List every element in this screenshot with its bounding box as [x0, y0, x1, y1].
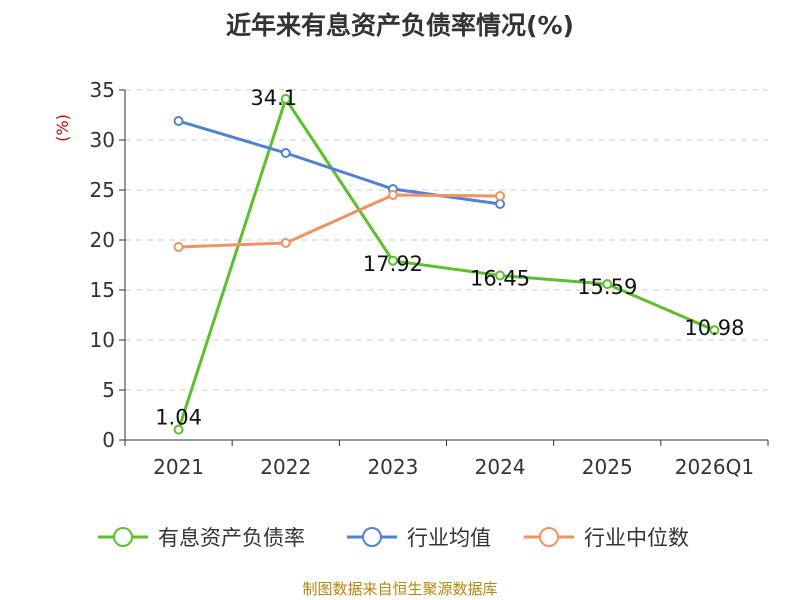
x-tick-label: 2021 [153, 455, 204, 479]
legend: 有息资产负债率 行业均值 行业中位数 [98, 526, 689, 550]
data-point [387, 255, 398, 266]
data-point [495, 199, 506, 209]
legend-marker [113, 527, 133, 547]
y-axis-unit: (%) [53, 114, 72, 142]
y-tick-label: 15 [90, 278, 115, 302]
series-line-1 [177, 97, 716, 431]
legend-marker [539, 527, 559, 547]
legend-item-2: 行业均值 [347, 526, 491, 550]
y-tick-label: 20 [90, 228, 115, 252]
legend-item-3: 行业中位数 [524, 526, 689, 550]
data-label: 34.1 [250, 86, 297, 110]
data-point [173, 242, 184, 252]
series-line-3 [178, 193, 501, 249]
grid-lines [125, 89, 768, 391]
series-layer [173, 94, 720, 435]
data-point [280, 94, 291, 104]
y-tick-label: 35 [90, 78, 115, 102]
x-tick-label: 2025 [582, 455, 633, 479]
data-point [495, 191, 506, 201]
x-tick-label: 2024 [475, 455, 526, 479]
data-point [709, 325, 720, 336]
data-label: 15.59 [577, 275, 637, 299]
data-labels: 1.04 34.1 17.92 16.45 15.59 10.98 [155, 86, 744, 430]
data-point [602, 279, 613, 290]
data-label: 16.45 [470, 267, 530, 291]
chart-title: 近年来有息资产负债率情况(%) [226, 11, 574, 40]
y-tick-label: 30 [90, 128, 115, 152]
data-label: 1.04 [155, 406, 202, 430]
data-label: 17.92 [363, 252, 423, 276]
legend-label: 有息资产负债率 [158, 526, 305, 550]
legend-item-1: 有息资产负债率 [98, 526, 305, 550]
y-tick-label: 25 [90, 178, 115, 202]
data-point [173, 116, 184, 126]
legend-label: 行业中位数 [584, 526, 689, 550]
x-tick-label: 2023 [367, 455, 418, 479]
data-point [280, 238, 291, 248]
y-tick-label: 10 [90, 328, 115, 352]
source-note: 制图数据来自恒生聚源数据库 [302, 580, 497, 598]
data-point [387, 190, 398, 200]
legend-marker [362, 527, 382, 547]
x-tick-label: 2022 [260, 455, 311, 479]
x-tick-label: 2026Q1 [675, 455, 754, 479]
y-tick-label: 0 [102, 428, 115, 452]
data-point [495, 270, 506, 281]
legend-label: 行业均值 [407, 526, 491, 550]
y-tick-label: 5 [102, 378, 115, 402]
data-label: 10.98 [684, 316, 744, 340]
data-point [173, 424, 184, 435]
series-line-2 [178, 119, 501, 206]
data-point [280, 148, 291, 158]
